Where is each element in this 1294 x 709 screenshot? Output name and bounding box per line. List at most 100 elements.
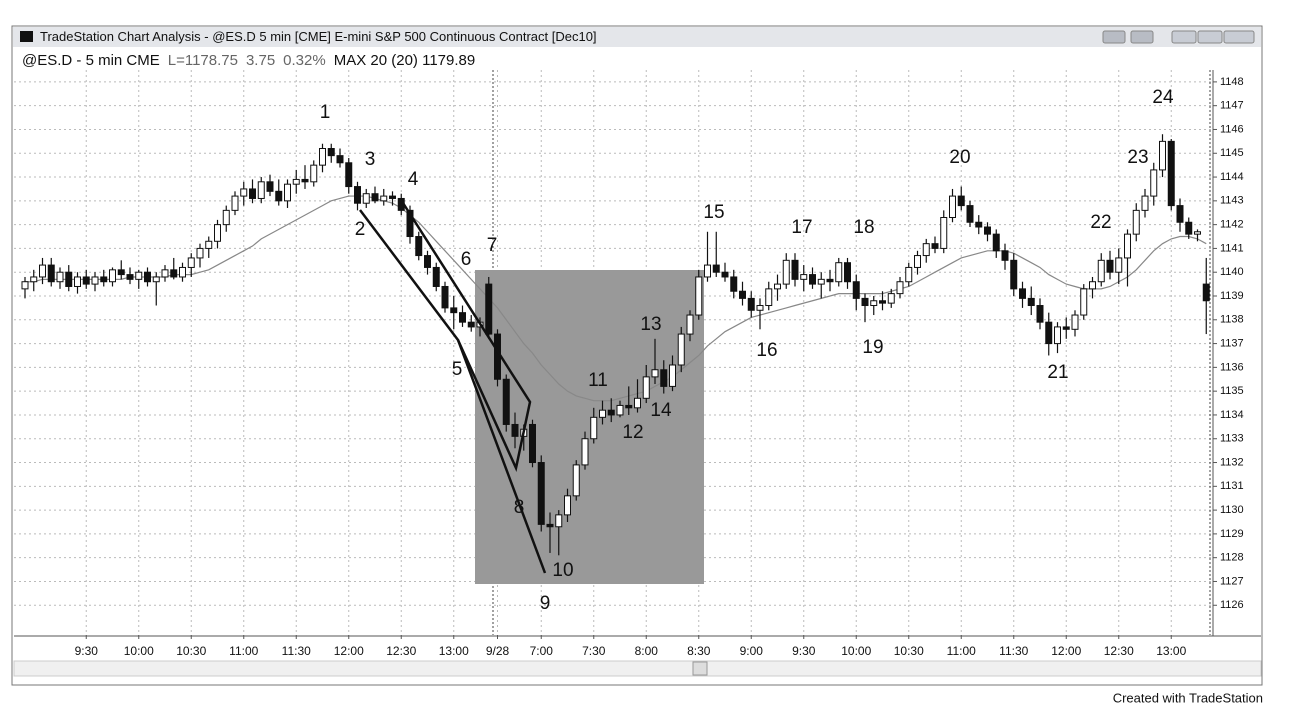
moving-average <box>25 195 1207 402</box>
close-button[interactable] <box>1223 30 1255 44</box>
candle-body <box>975 221 983 228</box>
annotation: 6 <box>461 249 472 270</box>
x-tick-label: 9/28 <box>486 644 510 658</box>
candle-body <box>354 186 361 204</box>
x-tick-label: 8:00 <box>635 644 659 658</box>
candle-body <box>826 278 834 283</box>
candle-body <box>1071 314 1079 330</box>
candle-body <box>1027 297 1035 307</box>
candle-body <box>257 181 265 199</box>
candle-body <box>791 259 799 280</box>
candle-body <box>984 226 991 235</box>
candle-body <box>879 300 886 304</box>
candle-body <box>266 181 274 192</box>
title-bar <box>13 27 1261 47</box>
candle-body <box>231 195 239 211</box>
x-tick-label: 11:30 <box>999 644 1028 658</box>
y-tick-label: 1141 <box>1220 242 1244 254</box>
candle-body <box>327 148 335 157</box>
candle-body <box>922 243 930 257</box>
candle-body <box>1010 259 1018 290</box>
candle-body <box>144 271 151 283</box>
y-tick-label: 1135 <box>1220 385 1244 397</box>
candle-body <box>485 283 493 335</box>
toolbar-button[interactable] <box>1102 30 1126 44</box>
candle-body <box>992 233 1000 252</box>
candle-body <box>1001 250 1009 261</box>
candle-body <box>1054 326 1061 345</box>
minimize-button[interactable] <box>1171 30 1197 44</box>
candle-body <box>1045 321 1053 345</box>
candle-body <box>47 264 55 283</box>
x-tick-label: 11:30 <box>282 644 311 658</box>
window-title: TradeStation Chart Analysis - @ES.D 5 mi… <box>40 29 597 44</box>
candle-body <box>835 262 843 283</box>
candle-body <box>695 276 703 316</box>
annotation: 17 <box>791 217 812 238</box>
candle-body <box>1097 259 1105 283</box>
x-tick-label: 9:30 <box>75 644 99 658</box>
candle-body <box>345 162 353 188</box>
candle-body <box>730 276 738 292</box>
candle-body <box>319 148 326 166</box>
annotation: 12 <box>622 422 643 443</box>
candle-body <box>336 155 344 164</box>
candle-body <box>625 404 633 409</box>
candle-body <box>896 281 904 295</box>
y-tick-label: 1126 <box>1220 599 1244 611</box>
annotation: 21 <box>1047 362 1068 383</box>
candle-body <box>170 269 178 278</box>
candle-body <box>756 305 764 311</box>
candle-body <box>844 262 851 283</box>
candle-body <box>511 423 519 437</box>
candle-body <box>65 271 73 287</box>
candle-body <box>1036 305 1044 323</box>
scroll-thumb[interactable] <box>692 661 708 676</box>
candle-body <box>152 276 160 283</box>
plot-area: 1126112711281129113011311132113311341135… <box>14 70 1244 658</box>
candle-body <box>1141 195 1149 211</box>
candle-body <box>546 523 554 528</box>
candle-body <box>555 514 563 528</box>
x-tick-label: 7:00 <box>530 644 554 658</box>
x-tick-label: 8:30 <box>687 644 711 658</box>
candle-body <box>187 257 195 268</box>
annotation: 5 <box>452 359 463 380</box>
candle-body <box>669 364 676 387</box>
candle-body <box>774 283 781 290</box>
footer-credit: Created with TradeStation <box>1113 690 1263 704</box>
candle-body <box>222 209 230 226</box>
annotation: 10 <box>552 560 573 581</box>
y-tick-label: 1143 <box>1220 195 1244 207</box>
y-tick-label: 1148 <box>1220 76 1244 88</box>
toolbar-button[interactable] <box>1130 30 1154 44</box>
annotation: 1 <box>320 102 331 123</box>
x-tick-label: 9:00 <box>740 644 764 658</box>
candle-body <box>301 178 309 183</box>
y-tick-label: 1147 <box>1220 100 1244 112</box>
annotation: 20 <box>949 147 970 168</box>
candle-body <box>529 423 536 464</box>
candle-body <box>371 193 379 202</box>
y-tick-label: 1138 <box>1220 314 1244 326</box>
candle-body <box>537 462 545 525</box>
candle-body <box>196 247 204 259</box>
candle-body <box>135 271 143 280</box>
symbol: @ES.D - 5 min CME <box>22 52 160 69</box>
x-tick-label: 10:00 <box>841 644 871 658</box>
candle-body <box>1132 209 1140 235</box>
restore-button[interactable] <box>1197 30 1223 44</box>
scrollbar[interactable] <box>13 660 1262 677</box>
candle-body <box>887 293 895 304</box>
change: 3.75 <box>246 52 275 69</box>
candle-body <box>572 464 580 497</box>
y-tick-label: 1130 <box>1220 504 1244 516</box>
candle-body <box>91 276 99 285</box>
candle-body <box>914 255 921 268</box>
annotation: 2 <box>355 219 366 240</box>
candle-body <box>581 438 589 466</box>
candle-body <box>126 274 134 280</box>
annotation: 22 <box>1090 212 1111 233</box>
annotation: 3 <box>365 149 376 170</box>
candle-body <box>117 269 125 276</box>
